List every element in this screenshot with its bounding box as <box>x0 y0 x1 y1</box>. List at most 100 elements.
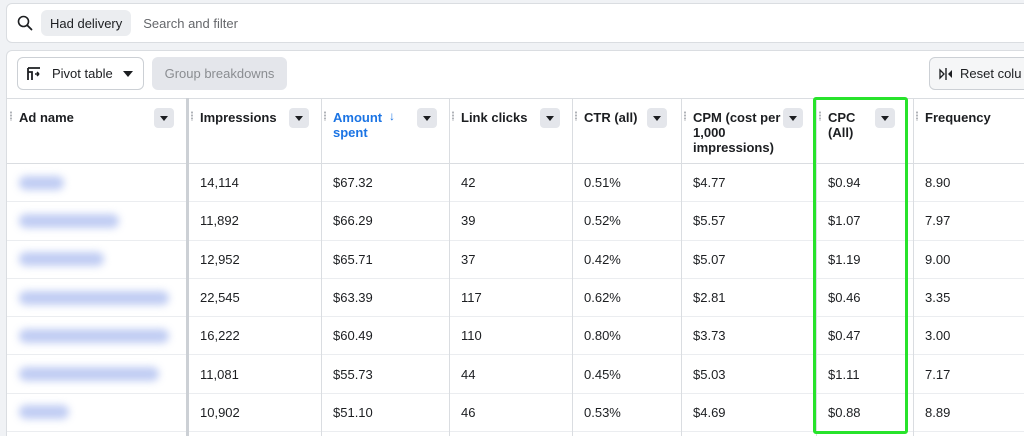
ad-name-cell[interactable] <box>7 355 188 392</box>
column-divider <box>449 98 450 436</box>
redacted-ad-name <box>19 252 104 267</box>
column-header-impressions[interactable]: Impressions <box>188 99 321 163</box>
table-row[interactable]: 10,902 $51.10 46 0.53% $4.69 $0.88 8.89 <box>7 394 1024 433</box>
column-drag-handle[interactable] <box>10 111 12 121</box>
column-divider <box>572 98 573 436</box>
cell-ctr-all: 0.62% <box>584 290 621 306</box>
cell-cpm: $3.73 <box>693 328 726 344</box>
cell-impressions: 11,892 <box>200 213 239 229</box>
cell-link-clicks: 110 <box>461 328 482 344</box>
ads-table: Ad name Impressions Amount spent ↓ Link clic… <box>7 98 1024 436</box>
search-icon[interactable] <box>17 15 33 31</box>
column-drag-handle[interactable] <box>324 111 326 121</box>
ad-name-cell[interactable] <box>7 241 188 278</box>
cell-cpm: $4.77 <box>693 175 726 191</box>
search-filter-input[interactable] <box>143 15 444 31</box>
cell-ctr-all: 0.52% <box>584 213 621 229</box>
table-header-row: Ad name Impressions Amount spent ↓ Link clic… <box>7 98 1024 164</box>
table-row[interactable]: 14,114 $67.32 42 0.51% $4.77 $0.94 8.90 <box>7 164 1024 203</box>
cell-ctr-all: 0.42% <box>584 251 621 267</box>
cell-impressions: 11,081 <box>200 366 239 382</box>
chevron-down-icon[interactable] <box>289 108 309 128</box>
column-header-link-clicks[interactable]: Link clicks <box>449 99 572 163</box>
cell-cpc-all: $0.46 <box>828 290 861 306</box>
column-divider <box>816 98 817 436</box>
redacted-ad-name <box>19 290 169 305</box>
column-header-label: Amount spent <box>333 110 383 140</box>
column-header-label: Impressions <box>200 110 277 125</box>
pivot-table-label: Pivot table <box>52 66 113 81</box>
table-row[interactable]: 11,081 $55.73 44 0.45% $5.03 $1.11 7.17 <box>7 355 1024 394</box>
column-header-amount-spent[interactable]: Amount spent ↓ <box>321 99 449 163</box>
cell-frequency: 7.97 <box>925 213 951 229</box>
column-divider <box>321 98 322 436</box>
chevron-down-icon[interactable] <box>783 108 803 128</box>
cell-link-clicks: 117 <box>461 290 482 306</box>
column-header-frequency[interactable]: Frequency <box>913 99 1024 163</box>
ad-name-cell[interactable] <box>7 279 188 316</box>
ad-name-cell[interactable] <box>7 317 188 354</box>
column-drag-handle[interactable] <box>575 111 577 121</box>
chevron-down-icon[interactable] <box>647 108 667 128</box>
column-header-label: Ad name <box>19 110 74 125</box>
ad-name-cell[interactable] <box>7 394 188 431</box>
cell-amount-spent: $55.73 <box>333 366 373 382</box>
column-header-label: CTR (all) <box>584 110 638 125</box>
column-drag-handle[interactable] <box>819 111 821 121</box>
cell-impressions: 22,545 <box>200 290 240 306</box>
group-breakdowns-button[interactable]: Group breakdowns <box>152 57 287 90</box>
cell-amount-spent: $51.10 <box>333 404 373 420</box>
cell-amount-spent: $66.29 <box>333 213 373 229</box>
reset-columns-label: Reset colu <box>960 66 1022 81</box>
cell-impressions: 12,952 <box>200 251 240 267</box>
table-panel: Pivot table Group breakdowns Reset colu … <box>6 50 1024 436</box>
chevron-down-icon[interactable] <box>417 108 437 128</box>
cell-amount-spent: $63.39 <box>333 290 373 306</box>
cell-cpm: $2.81 <box>693 290 726 306</box>
cell-impressions: 16,222 <box>200 328 240 344</box>
pivot-table-button[interactable]: Pivot table <box>17 57 144 90</box>
column-divider <box>913 98 914 436</box>
cell-cpc-all: $1.11 <box>828 366 860 382</box>
chevron-down-icon[interactable] <box>540 108 560 128</box>
table-row[interactable]: 12,952 $65.71 37 0.42% $5.07 $1.19 9.00 <box>7 241 1024 279</box>
column-header-cpc-all[interactable]: CPC (All) <box>816 99 913 163</box>
cell-impressions: 10,902 <box>200 404 240 420</box>
ad-name-cell[interactable] <box>7 202 188 239</box>
column-drag-handle[interactable] <box>191 111 193 121</box>
cell-cpm: $5.07 <box>693 251 726 267</box>
cell-amount-spent: $67.32 <box>333 175 373 191</box>
filter-bar: Had delivery <box>6 3 1024 43</box>
column-drag-handle[interactable] <box>452 111 454 121</box>
ad-name-cell[interactable] <box>7 164 188 201</box>
table-row[interactable]: 16,222 $60.49 110 0.80% $3.73 $0.47 3.00 <box>7 317 1024 356</box>
cell-link-clicks: 39 <box>461 213 476 229</box>
table-row[interactable]: 11,892 $66.29 39 0.52% $5.57 $1.07 7.97 <box>7 202 1024 241</box>
cell-cpc-all: $0.94 <box>828 175 861 191</box>
cell-frequency: 7.17 <box>925 366 951 382</box>
redacted-ad-name <box>19 213 119 228</box>
cell-cpc-all: $1.19 <box>828 251 861 267</box>
column-drag-handle[interactable] <box>916 111 918 121</box>
redacted-ad-name <box>19 175 64 190</box>
reset-columns-icon <box>939 67 953 81</box>
cell-cpc-all: $0.88 <box>828 404 861 420</box>
cell-frequency: 8.90 <box>925 175 951 191</box>
chevron-down-icon[interactable] <box>875 108 895 128</box>
column-drag-handle[interactable] <box>684 111 686 121</box>
table-row[interactable]: 22,545 $63.39 117 0.62% $2.81 $0.46 3.35 <box>7 279 1024 318</box>
column-header-ctr-all[interactable]: CTR (all) <box>572 99 681 163</box>
chevron-down-icon[interactable] <box>154 108 174 128</box>
cell-cpm: $4.69 <box>693 404 726 420</box>
column-header-cpm[interactable]: CPM (cost per 1,000 impressions) <box>681 99 816 163</box>
cell-cpc-all: $1.07 <box>828 213 861 229</box>
filter-chip-had-delivery[interactable]: Had delivery <box>41 10 132 36</box>
column-header-label: Frequency <box>925 110 991 125</box>
column-header-ad-name[interactable]: Ad name <box>7 99 188 163</box>
cell-link-clicks: 42 <box>461 175 476 191</box>
column-divider[interactable] <box>186 98 189 436</box>
cell-amount-spent: $65.71 <box>333 251 373 267</box>
pivot-table-icon <box>26 66 42 82</box>
reset-columns-button[interactable]: Reset colu <box>929 57 1024 90</box>
table-toolbar: Pivot table Group breakdowns Reset colu <box>7 51 1024 98</box>
